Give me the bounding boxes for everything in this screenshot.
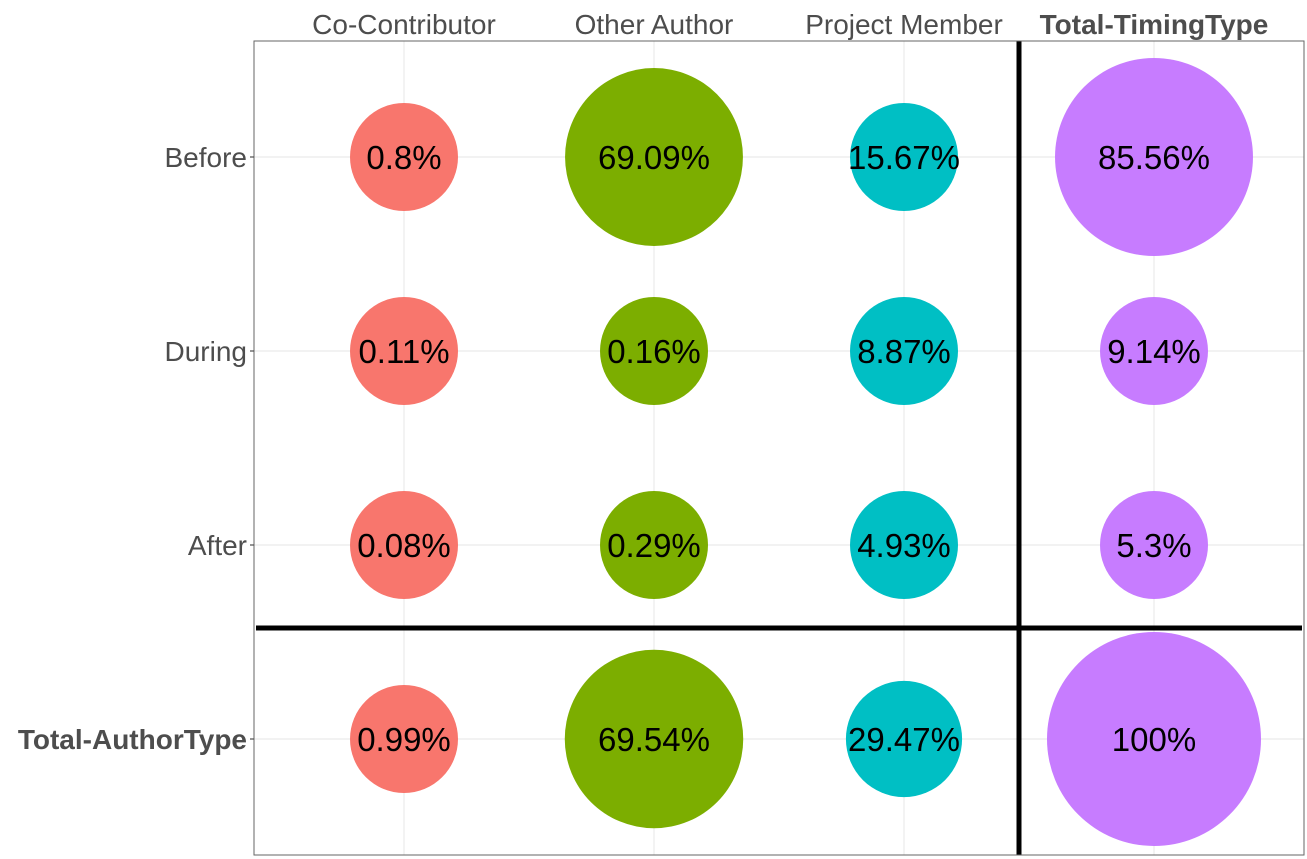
bubble-project-member-total-authortype <box>845 680 963 798</box>
bubbles <box>350 58 1261 846</box>
bubble-other-author-before <box>565 68 743 246</box>
bubble-other-author-during <box>600 297 708 405</box>
y-tick-label-before: Before <box>165 142 248 173</box>
bubble-label-co-contributor-total-authortype: 0.99% <box>357 721 451 758</box>
bubble-label-project-member-total-authortype: 29.47% <box>848 721 960 758</box>
y-tick-label-during: During <box>165 336 247 367</box>
bubble-label-total-timingtype-total-authortype: 100% <box>1112 721 1196 758</box>
bubble-co-contributor-after <box>350 491 458 599</box>
bubble-label-other-author-total-authortype: 69.54% <box>598 721 710 758</box>
bubble-project-member-during <box>850 297 958 405</box>
bubble-total-timingtype-before <box>1055 58 1253 256</box>
x-tick-label-other-author: Other Author <box>575 9 734 40</box>
bubble-other-author-after <box>600 491 708 599</box>
bubble-label-other-author-during: 0.16% <box>607 333 701 370</box>
bubble-labels: 0.8% 0.11% 0.08% 0.99% 69.09% 0.16% 0.29% 69.54… <box>357 139 1210 758</box>
bubble-label-other-author-after: 0.29% <box>607 527 701 564</box>
bubble-label-other-author-before: 69.09% <box>598 139 710 176</box>
y-tick-label-total-authortype: Total-AuthorType <box>18 724 247 755</box>
bubble-total-timingtype-total-authortype <box>1047 632 1261 846</box>
bubble-label-total-timingtype-during: 9.14% <box>1107 333 1201 370</box>
separator-lines <box>256 41 1302 855</box>
y-tick-label-after: After <box>188 530 247 561</box>
bubble-label-co-contributor-after: 0.08% <box>357 527 451 564</box>
bubble-label-total-timingtype-before: 85.56% <box>1098 139 1210 176</box>
panel-border <box>253 40 1305 856</box>
bubble-label-total-timingtype-after: 5.3% <box>1116 527 1191 564</box>
x-tick-label-co-contributor: Co-Contributor <box>312 9 496 40</box>
axes: Co-Contributor Other Author Project Member… <box>18 9 1305 856</box>
x-tick-label-project-member: Project Member <box>805 9 1003 40</box>
bubble-total-timingtype-during <box>1100 297 1208 405</box>
bubble-label-project-member-before: 15.67% <box>848 139 960 176</box>
bubble-label-project-member-after: 4.93% <box>857 527 951 564</box>
bubble-project-member-before <box>850 103 958 211</box>
bubble-project-member-after <box>850 491 958 599</box>
bubble-label-co-contributor-before: 0.8% <box>366 139 441 176</box>
bubble-other-author-total-authortype <box>564 649 744 829</box>
bubble-label-project-member-during: 8.87% <box>857 333 951 370</box>
bubble-co-contributor-during <box>350 297 458 405</box>
bubble-total-timingtype-after <box>1100 491 1208 599</box>
bubble-co-contributor-before <box>350 103 458 211</box>
bubble-co-contributor-total-authortype <box>350 685 458 793</box>
x-tick-label-total-timingtype: Total-TimingType <box>1040 9 1269 40</box>
bubble-label-co-contributor-during: 0.11% <box>358 333 449 370</box>
